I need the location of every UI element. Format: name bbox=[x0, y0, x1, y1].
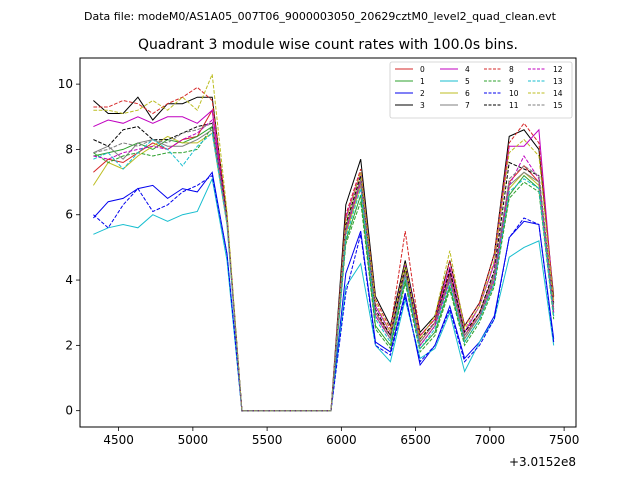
legend-label-2: 2 bbox=[420, 89, 425, 98]
series-line-8 bbox=[93, 86, 555, 412]
x-axis: 4500 5000 5500 6000 6500 7000 7500 bbox=[103, 427, 579, 447]
data-file-label: Data file: modeM0/AS1A05_007T06_90000030… bbox=[84, 10, 557, 23]
x-tick-label: 6000 bbox=[326, 433, 357, 447]
legend-label-11: 11 bbox=[509, 101, 519, 110]
legend-label-14: 14 bbox=[553, 89, 563, 98]
legend-label-1: 1 bbox=[420, 77, 425, 86]
plot-lines bbox=[92, 74, 555, 412]
plot-frame bbox=[79, 57, 577, 428]
series-line-10 bbox=[93, 174, 555, 412]
legend-label-0: 0 bbox=[420, 65, 425, 74]
y-tick-label: 6 bbox=[65, 208, 73, 222]
legend-box bbox=[389, 61, 573, 119]
y-axis: 0 2 4 6 8 10 bbox=[58, 77, 80, 418]
x-tick-label: 5500 bbox=[252, 433, 283, 447]
legend-label-9: 9 bbox=[509, 77, 514, 86]
x-tick-label: 4500 bbox=[103, 433, 134, 447]
y-tick-label: 0 bbox=[65, 404, 73, 418]
series-line-13 bbox=[93, 132, 555, 412]
series-line-9 bbox=[93, 125, 555, 412]
series-line-15 bbox=[93, 122, 555, 412]
legend-label-5: 5 bbox=[465, 77, 470, 86]
x-tick-label: 7000 bbox=[475, 433, 506, 447]
x-tick-label: 5000 bbox=[178, 433, 209, 447]
y-tick-label: 8 bbox=[65, 142, 73, 156]
series-line-14 bbox=[93, 74, 555, 412]
y-tick-label: 4 bbox=[65, 273, 73, 287]
series-line-0 bbox=[93, 108, 555, 412]
series-line-6 bbox=[92, 132, 555, 412]
legend-label-7: 7 bbox=[465, 101, 470, 110]
legend-label-13: 13 bbox=[553, 77, 563, 86]
x-offset-label: +3.0152e8 bbox=[509, 455, 576, 469]
x-tick-label: 7500 bbox=[549, 433, 580, 447]
legend-label-15: 15 bbox=[553, 101, 563, 110]
y-tick-label: 10 bbox=[58, 77, 73, 91]
legend-label-8: 8 bbox=[509, 65, 514, 74]
series-line-1 bbox=[93, 125, 555, 412]
x-tick-label: 6500 bbox=[400, 433, 431, 447]
legend-label-3: 3 bbox=[420, 101, 425, 110]
series-line-4 bbox=[93, 109, 555, 412]
y-tick-label: 2 bbox=[65, 338, 73, 352]
legend-label-4: 4 bbox=[465, 65, 470, 74]
legend-label-10: 10 bbox=[509, 89, 519, 98]
series-line-11 bbox=[93, 122, 555, 412]
legend-label-6: 6 bbox=[465, 89, 470, 98]
series-line-5 bbox=[93, 177, 555, 412]
series-line-12 bbox=[93, 119, 555, 412]
chart-title: Quadrant 3 module wise count rates with … bbox=[138, 37, 518, 53]
legend-label-12: 12 bbox=[553, 65, 563, 74]
series-line-7 bbox=[93, 128, 555, 412]
